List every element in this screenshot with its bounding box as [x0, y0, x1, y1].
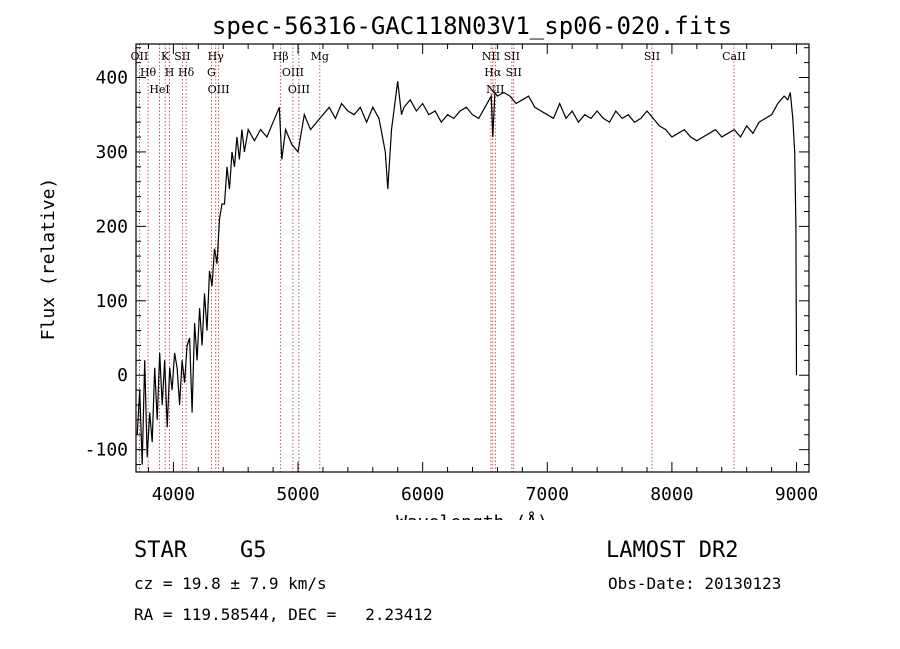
line-marker-label: SII [174, 50, 190, 63]
spectrum-series-line [136, 81, 798, 465]
x-tick-label: 8000 [650, 484, 693, 505]
x-axis-label: Wavelength (Å) [396, 511, 548, 520]
line-marker-label: SII [644, 50, 660, 63]
chart-title: spec-56316-GAC118N03V1_sp06-020.fits [212, 12, 732, 40]
line-marker-label: G [207, 66, 216, 79]
line-marker-label: K [161, 50, 170, 63]
object-class: STAR G5 [134, 538, 267, 563]
redshift-velocity: cz = 19.8 ± 7.9 km/s [134, 574, 327, 593]
line-marker-label: H [165, 66, 175, 79]
spectrum-chart: spec-56316-GAC118N03V1_sp06-020.fits OII… [38, 12, 818, 533]
line-marker-label: SII [506, 66, 522, 79]
line-marker-label: NII [486, 83, 504, 96]
y-tick-label: 300 [95, 142, 128, 163]
line-marker-label: OIII [288, 83, 310, 96]
emission-line-labels: OII Hθ HeI KH SII Hδ Hγ G OIII Hβ OIII OIII Mg NII Hα N… [131, 50, 746, 96]
line-marker-label: OII [131, 50, 149, 63]
x-axis-ticks: 4000 5000 6000 7000 8000 9000 [147, 44, 818, 505]
observation-date: Obs-Date: 20130123 [608, 574, 782, 593]
line-marker-label: CaII [722, 50, 746, 63]
line-marker-label: OIII [208, 83, 230, 96]
y-axis-ticks: -100 0 100 200 300 400 [85, 47, 809, 466]
y-axis-label: Flux (relative) [38, 178, 59, 341]
x-tick-label: 6000 [401, 484, 444, 505]
coordinates: RA = 119.58544, DEC = 2.23412 [134, 605, 433, 624]
plot-frame [135, 43, 810, 473]
x-tick-label: 7000 [526, 484, 569, 505]
y-tick-label: 100 [95, 291, 128, 312]
line-marker-label: Hγ [208, 50, 225, 63]
line-marker-label: Hδ [178, 66, 195, 79]
line-marker-label: HeI [149, 83, 169, 96]
x-tick-label: 5000 [276, 484, 319, 505]
x-tick-label: 9000 [775, 484, 818, 505]
line-marker-label: NII [482, 50, 500, 63]
y-tick-label: 400 [95, 67, 128, 88]
survey-name: LAMOST DR2 [606, 538, 739, 563]
line-marker-label: Mg [311, 50, 329, 63]
y-tick-label: 0 [117, 365, 128, 386]
line-marker-label: Hθ [140, 66, 157, 79]
line-marker-label: Hα [484, 66, 502, 79]
emission-line-markers [138, 44, 735, 472]
line-marker-label: OIII [282, 66, 304, 79]
y-tick-label: -100 [85, 440, 128, 461]
y-tick-label: 200 [95, 216, 128, 237]
line-marker-label: SII [504, 50, 520, 63]
x-tick-label: 4000 [152, 484, 195, 505]
line-marker-label: Hβ [273, 50, 289, 63]
